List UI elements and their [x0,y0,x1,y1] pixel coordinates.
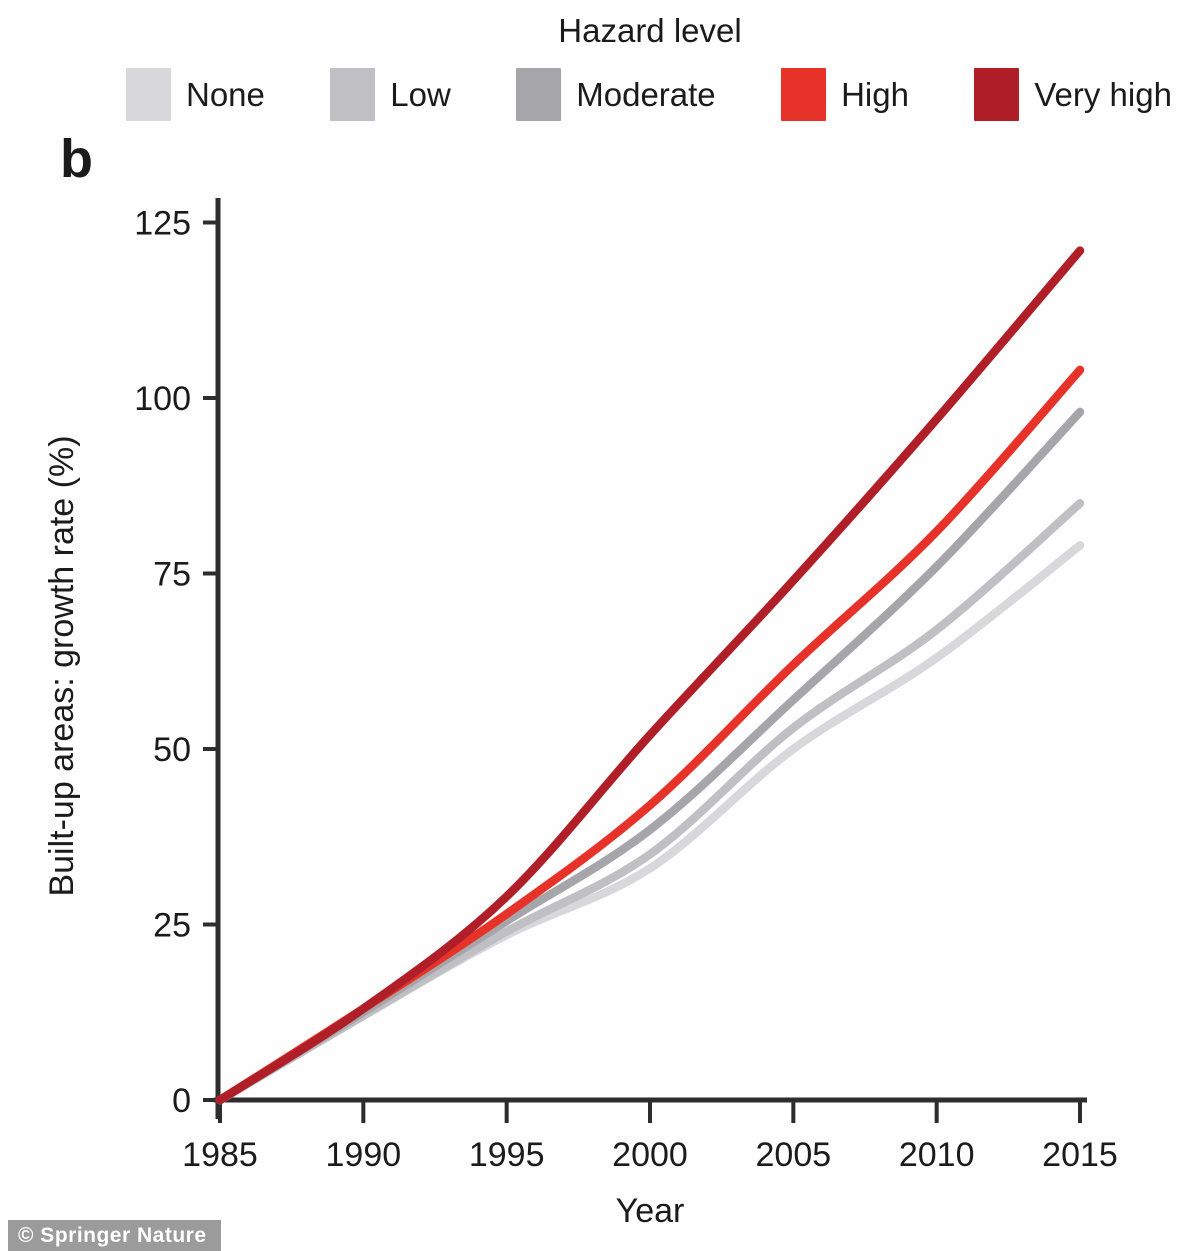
legend-swatch-high [781,68,827,121]
legend-item-high: High [781,68,909,121]
legend-swatch-moderate [516,68,562,121]
x-tick-label: 2015 [1042,1136,1118,1174]
legend-swatch-very-high [974,68,1020,121]
legend-label-low: Low [390,75,451,113]
y-tick-label: 100 [134,380,191,418]
legend-label-moderate: Moderate [576,75,716,113]
y-tick-label: 25 [153,907,191,945]
legend-item-none: None [126,68,265,121]
y-tick-label: 125 [134,205,191,243]
x-tick-label: 1995 [469,1136,545,1174]
legend-label-none: None [186,75,265,113]
x-tick-label: 2005 [756,1136,832,1174]
y-tick-label: 0 [172,1082,191,1120]
y-tick-label: 75 [153,556,191,594]
legend-label-very-high: Very high [1034,75,1172,113]
x-tick-label: 1985 [182,1136,258,1174]
legend-label-high: High [841,75,909,113]
x-tick-label: 2010 [899,1136,975,1174]
legend-swatch-low [330,68,376,121]
legend-item-very-high: Very high [974,68,1172,121]
y-tick-label: 50 [153,731,191,769]
x-tick-label: 2000 [612,1136,688,1174]
legend-item-moderate: Moderate [516,68,716,121]
line-very-high [215,246,1085,1105]
legend: None Low Moderate High Very high [126,68,1172,121]
legend-swatch-none [126,68,171,121]
legend-item-low: Low [330,68,451,121]
x-tick-label: 1990 [326,1136,402,1174]
x-axis-label: Year [615,1192,685,1230]
legend-title: Hazard level [558,12,742,49]
panel-label: b [60,129,93,189]
publisher-watermark: © Springer Nature [8,1220,221,1251]
